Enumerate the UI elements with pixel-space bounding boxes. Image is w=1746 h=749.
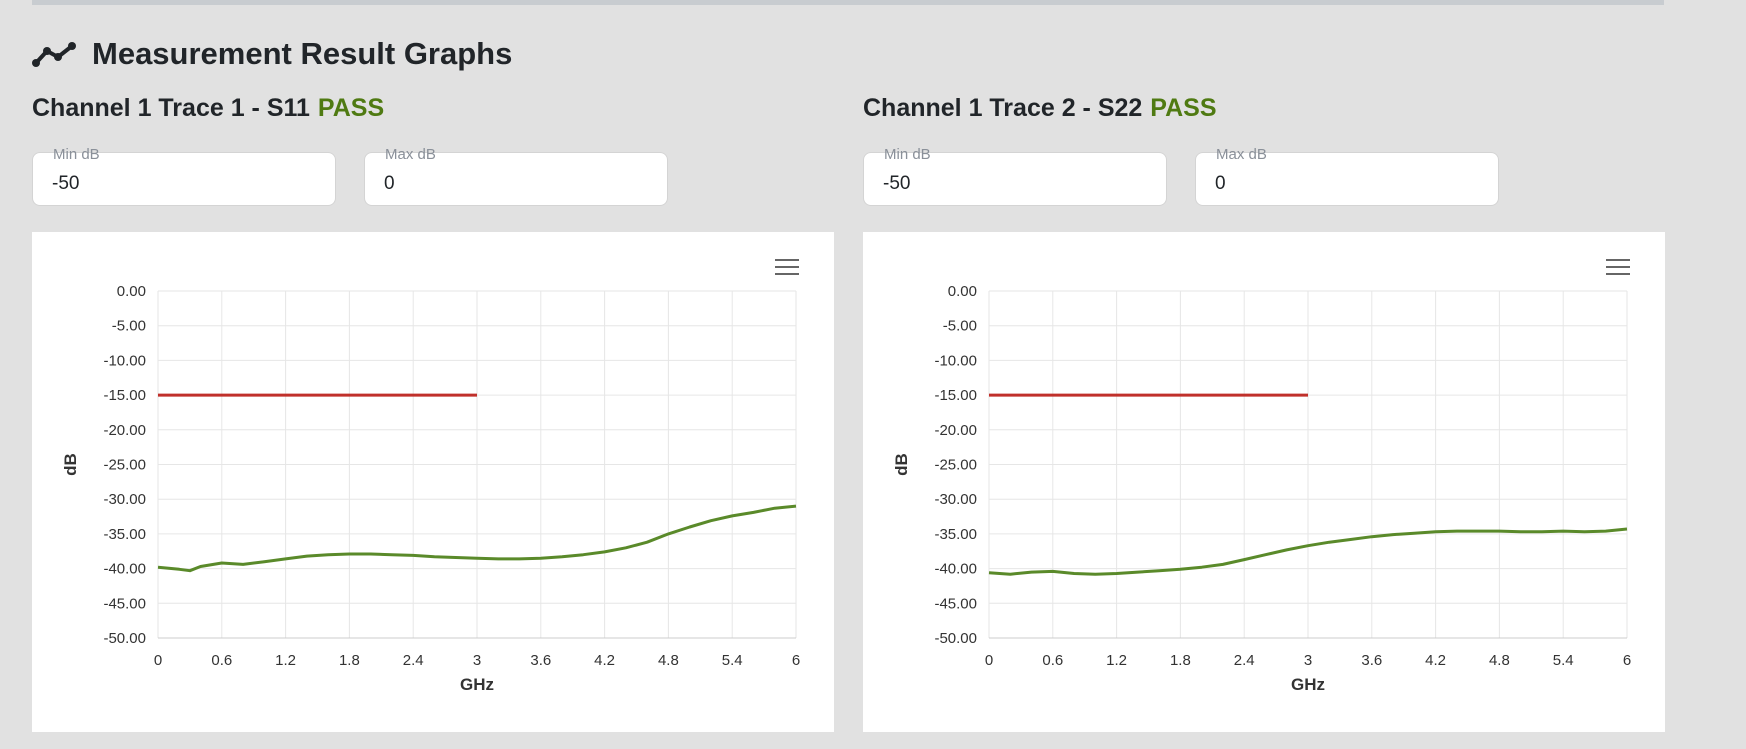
status-badge: PASS <box>317 94 385 122</box>
x-tick-label: 4.2 <box>1425 652 1446 669</box>
y-tick-label: -30.00 <box>103 491 146 508</box>
x-tick-label: 2.4 <box>403 652 424 669</box>
y-tick-label: -15.00 <box>934 387 977 404</box>
x-tick-label: 6 <box>1623 652 1631 669</box>
chart-card: 0 0.6 1.2 1.8 2.4 3 3.6 4.2 4.8 5.4 6 0.00 -5.00 -10.… <box>32 232 834 732</box>
y-tick-label: -20.00 <box>103 422 146 439</box>
min-db-label: Min dB <box>884 146 931 163</box>
y-tick-label: -25.00 <box>103 457 146 474</box>
y-tick-label: -40.00 <box>934 561 977 578</box>
min-db-input[interactable] <box>883 171 1143 197</box>
x-tick-label: 4.2 <box>594 652 615 669</box>
y-tick-label: -5.00 <box>943 318 977 335</box>
max-db-label: Max dB <box>1216 146 1267 163</box>
y-tick-label: -35.00 <box>103 526 146 543</box>
max-db-input[interactable] <box>384 171 644 197</box>
max-db-field[interactable]: Max dB <box>364 147 668 206</box>
y-tick-label: -35.00 <box>934 526 977 543</box>
top-divider <box>32 0 1664 5</box>
hamburger-menu-icon[interactable] <box>1603 254 1633 280</box>
x-tick-label: 0 <box>154 652 162 669</box>
x-tick-label: 2.4 <box>1234 652 1255 669</box>
x-tick-label: 5.4 <box>1553 652 1574 669</box>
x-tick-label: 3 <box>473 652 481 669</box>
x-tick-label: 3 <box>1304 652 1312 669</box>
x-axis-title: GHz <box>1291 675 1325 694</box>
min-db-field[interactable]: Min dB <box>32 147 336 206</box>
series-line <box>157 504 797 573</box>
status-badge: PASS <box>1150 94 1217 122</box>
line-chart-icon <box>32 39 78 69</box>
max-db-input[interactable] <box>1215 171 1475 197</box>
y-tick-label: -10.00 <box>934 352 977 369</box>
trace-name: Channel 1 Trace 1 - S11 <box>32 94 310 122</box>
series-line <box>988 527 1628 576</box>
chart-card: 0 0.6 1.2 1.8 2.4 3 3.6 4.2 4.8 5.4 6 0.00 -5.00 -10.… <box>863 232 1665 732</box>
x-tick-label: 4.8 <box>1489 652 1510 669</box>
y-tick-label: -20.00 <box>934 422 977 439</box>
trace-title: Channel 1 Trace 2 - S22 PASS <box>863 94 1217 123</box>
x-tick-label: 6 <box>792 652 800 669</box>
min-db-label: Min dB <box>53 146 100 163</box>
x-tick-label: 5.4 <box>722 652 743 669</box>
chart-svg: 0 0.6 1.2 1.8 2.4 3 3.6 4.2 4.8 5.4 6 0.00 -5.00 -10.… <box>61 283 800 694</box>
x-tick-label: 1.8 <box>339 652 360 669</box>
x-tick-label: 0.6 <box>211 652 232 669</box>
y-tick-label: -10.00 <box>103 352 146 369</box>
y-tick-label: -45.00 <box>103 595 146 612</box>
y-tick-label: 0.00 <box>948 283 977 300</box>
x-tick-label: 0 <box>985 652 993 669</box>
max-db-field[interactable]: Max dB <box>1195 147 1499 206</box>
y-tick-label: -15.00 <box>103 387 146 404</box>
x-tick-label: 1.8 <box>1170 652 1191 669</box>
hamburger-menu-icon[interactable] <box>772 254 802 280</box>
y-tick-label: -50.00 <box>934 630 977 647</box>
trace-title: Channel 1 Trace 1 - S11 PASS <box>32 94 384 123</box>
x-tick-label: 4.8 <box>658 652 679 669</box>
y-tick-label: -45.00 <box>934 595 977 612</box>
y-tick-label: 0.00 <box>117 283 146 300</box>
y-axis-title: dB <box>892 453 911 476</box>
y-tick-label: -25.00 <box>934 457 977 474</box>
x-axis-title: GHz <box>460 675 494 694</box>
trace-name: Channel 1 Trace 2 - S22 <box>863 94 1143 122</box>
y-axis-title: dB <box>61 453 80 476</box>
min-db-input[interactable] <box>52 171 312 197</box>
x-tick-label: 1.2 <box>275 652 296 669</box>
y-tick-label: -5.00 <box>112 318 146 335</box>
chart-svg: 0 0.6 1.2 1.8 2.4 3 3.6 4.2 4.8 5.4 6 0.00 -5.00 -10.… <box>892 283 1631 694</box>
x-tick-label: 1.2 <box>1106 652 1127 669</box>
y-tick-label: -50.00 <box>103 630 146 647</box>
x-tick-label: 0.6 <box>1042 652 1063 669</box>
max-db-label: Max dB <box>385 146 436 163</box>
y-tick-label: -30.00 <box>934 491 977 508</box>
x-tick-label: 3.6 <box>1361 652 1382 669</box>
min-db-field[interactable]: Min dB <box>863 147 1167 206</box>
x-tick-label: 3.6 <box>530 652 551 669</box>
section-header: Measurement Result Graphs <box>32 34 512 74</box>
y-tick-label: -40.00 <box>103 561 146 578</box>
section-title: Measurement Result Graphs <box>92 36 513 71</box>
